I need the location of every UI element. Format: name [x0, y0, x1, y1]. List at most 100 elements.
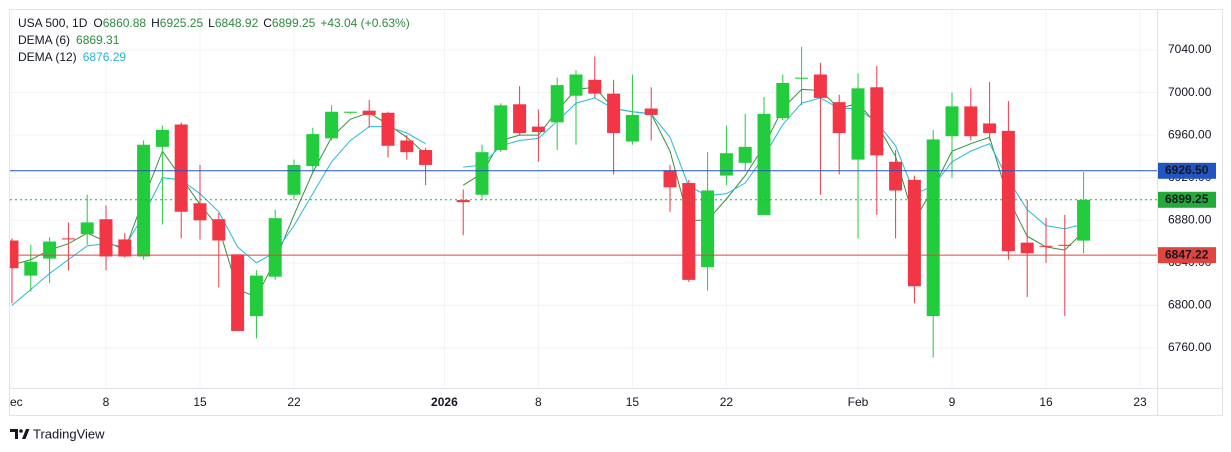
x-tick-label: 23 [1133, 395, 1147, 409]
candle-body [456, 200, 470, 203]
legend-text: 6860.88 [103, 16, 147, 30]
watermark: TradingView [33, 426, 105, 441]
candle-body [738, 146, 752, 163]
x-tick-label: 8 [535, 395, 542, 409]
logo-icon [10, 429, 18, 439]
candle-body [118, 239, 132, 257]
legend-text: 6869.31 [76, 33, 120, 47]
legend-text: 6876.29 [83, 50, 127, 64]
candle-body [644, 108, 658, 115]
candle-body [795, 77, 809, 79]
x-tick-label: 2026 [431, 395, 458, 409]
price-label-box [1158, 162, 1216, 179]
legend-text: O [93, 16, 102, 30]
candle-body [625, 114, 639, 142]
y-tick-label: 7040.00 [1168, 42, 1212, 56]
x-tick-label: Dec [1, 395, 22, 409]
candle-body [193, 203, 207, 221]
candle-body [1077, 199, 1091, 241]
candle-body [43, 241, 57, 259]
candle-body [24, 261, 38, 276]
candle-body [926, 139, 940, 317]
candle-body [682, 183, 696, 280]
x-tick-label: 22 [287, 395, 301, 409]
legend-row: DEMA (12) 6876.29 [18, 50, 126, 64]
price-label: 6926.50 [1165, 163, 1209, 177]
logo-icon [22, 429, 30, 439]
candle-body [400, 140, 414, 153]
x-tick-label: 9 [949, 395, 956, 409]
candle-body [381, 112, 395, 146]
candle-body [343, 111, 357, 113]
indicator-line [462, 86, 1084, 251]
candle-body [80, 222, 94, 235]
candle-body [475, 152, 489, 195]
plot [10, 46, 1157, 358]
legend-text: DEMA (6) [18, 33, 70, 47]
x-tick-label: 8 [103, 395, 110, 409]
legend-text: 6899.25 [272, 16, 316, 30]
y-tick-label: 6800.00 [1168, 298, 1212, 312]
candle-body [287, 164, 301, 195]
candle-body [61, 238, 75, 240]
candle-body [757, 113, 771, 215]
candle-body [1058, 244, 1072, 246]
candle-body [155, 129, 169, 147]
candle-body [174, 124, 188, 212]
candle-body [964, 106, 978, 137]
price-label: 6847.22 [1165, 247, 1209, 261]
candle-body [362, 110, 376, 115]
candle-body [569, 74, 583, 96]
candle-body [663, 170, 677, 188]
candle-body [851, 88, 865, 160]
candle-body [99, 219, 113, 257]
candle-body [513, 104, 527, 134]
y-tick-label: 7000.00 [1168, 85, 1212, 99]
candle-body [776, 83, 790, 119]
legend-text: C [263, 16, 272, 30]
y-tick-label: 6760.00 [1168, 340, 1212, 354]
legend: USA 500, 1D O6860.88 H6925.25 L6848.92 C6899… [18, 16, 410, 64]
legend-row: DEMA (6) 6869.31 [18, 33, 120, 47]
x-tick-label: 16 [1039, 395, 1053, 409]
candle-body [607, 93, 621, 134]
candle-body [588, 79, 602, 94]
candle-body [889, 161, 903, 191]
candle-body [268, 218, 282, 277]
grid [10, 10, 1157, 388]
legend-text: L [208, 16, 215, 30]
logo-icon [19, 429, 23, 433]
legend-text: DEMA (12) [18, 50, 77, 64]
candle-body [212, 219, 226, 241]
legend-text: USA 500, 1D [18, 16, 88, 30]
legend-row: USA 500, 1D O6860.88 H6925.25 L6848.92 C6899… [18, 16, 410, 30]
legend-text: H [151, 16, 160, 30]
axes: 6760.006800.006840.006880.006920.006960.… [1, 42, 1216, 409]
price-label: 6899.25 [1165, 192, 1209, 206]
indicator-line [463, 97, 1084, 230]
candle-body [137, 144, 151, 257]
indicator-line [11, 126, 426, 306]
candle-body [531, 126, 545, 132]
legend-text: 6925.25 [160, 16, 204, 30]
x-tick-label: Feb [848, 395, 869, 409]
price-label-box [1158, 191, 1216, 208]
legend-text: +43.04 (+0.63%) [320, 16, 409, 30]
candle-body [231, 254, 245, 331]
y-tick-label: 6880.00 [1168, 212, 1212, 226]
x-tick-label: 22 [720, 395, 734, 409]
candle-body [550, 85, 564, 123]
candle-body [10, 240, 19, 269]
legend-text: 6848.92 [215, 16, 259, 30]
x-tick-label: 15 [193, 395, 207, 409]
y-tick-label: 6960.00 [1168, 127, 1212, 141]
candle-body [832, 102, 846, 134]
candle-body [1020, 242, 1034, 254]
frame [9, 9, 1223, 416]
candle-body [1039, 245, 1053, 247]
candle-body [419, 150, 433, 165]
candle-body [494, 105, 508, 151]
logo: TradingView [10, 426, 105, 441]
candle-body [945, 106, 959, 137]
